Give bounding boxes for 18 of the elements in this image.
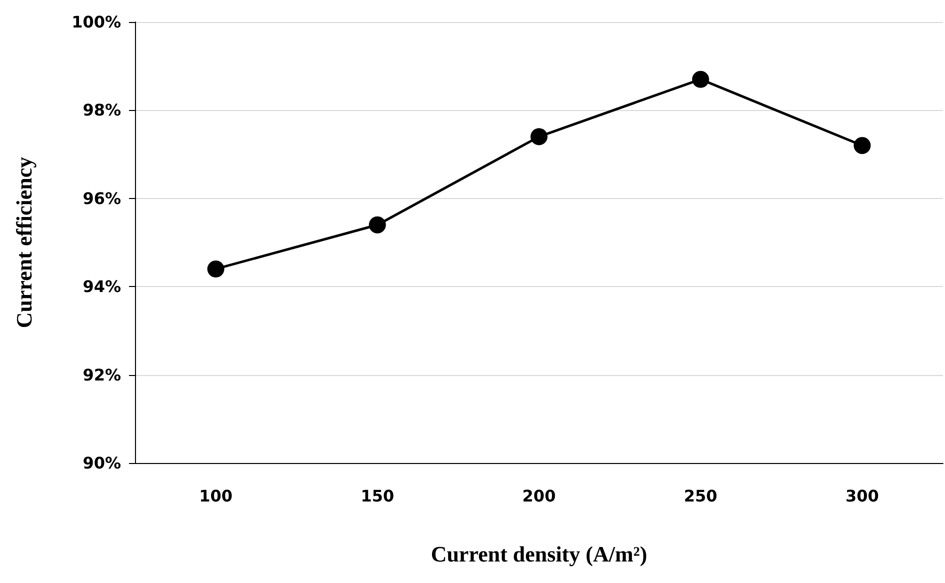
y-tick-label: 94% [82, 277, 121, 296]
x-tick-label: 300 [845, 486, 879, 506]
y-tick-label: 92% [82, 365, 121, 384]
point [530, 128, 548, 146]
x-tick-label: 150 [360, 486, 394, 506]
y-tick-label: 100% [72, 12, 121, 32]
point [854, 136, 871, 154]
y-tick-label: 90% [82, 454, 121, 472]
point [692, 70, 710, 88]
y-tick-label: 98% [82, 100, 121, 120]
x-tick-label: 100 [199, 486, 233, 506]
y-axis-title: Current efficiency [12, 156, 36, 328]
point [207, 260, 224, 278]
y-tick-label: 96% [82, 188, 121, 208]
point [368, 216, 386, 234]
x-tick-label: 250 [684, 486, 718, 506]
x-tick-label: 200 [522, 486, 556, 506]
x-axis-title: Current density (A/m²) [430, 542, 648, 566]
